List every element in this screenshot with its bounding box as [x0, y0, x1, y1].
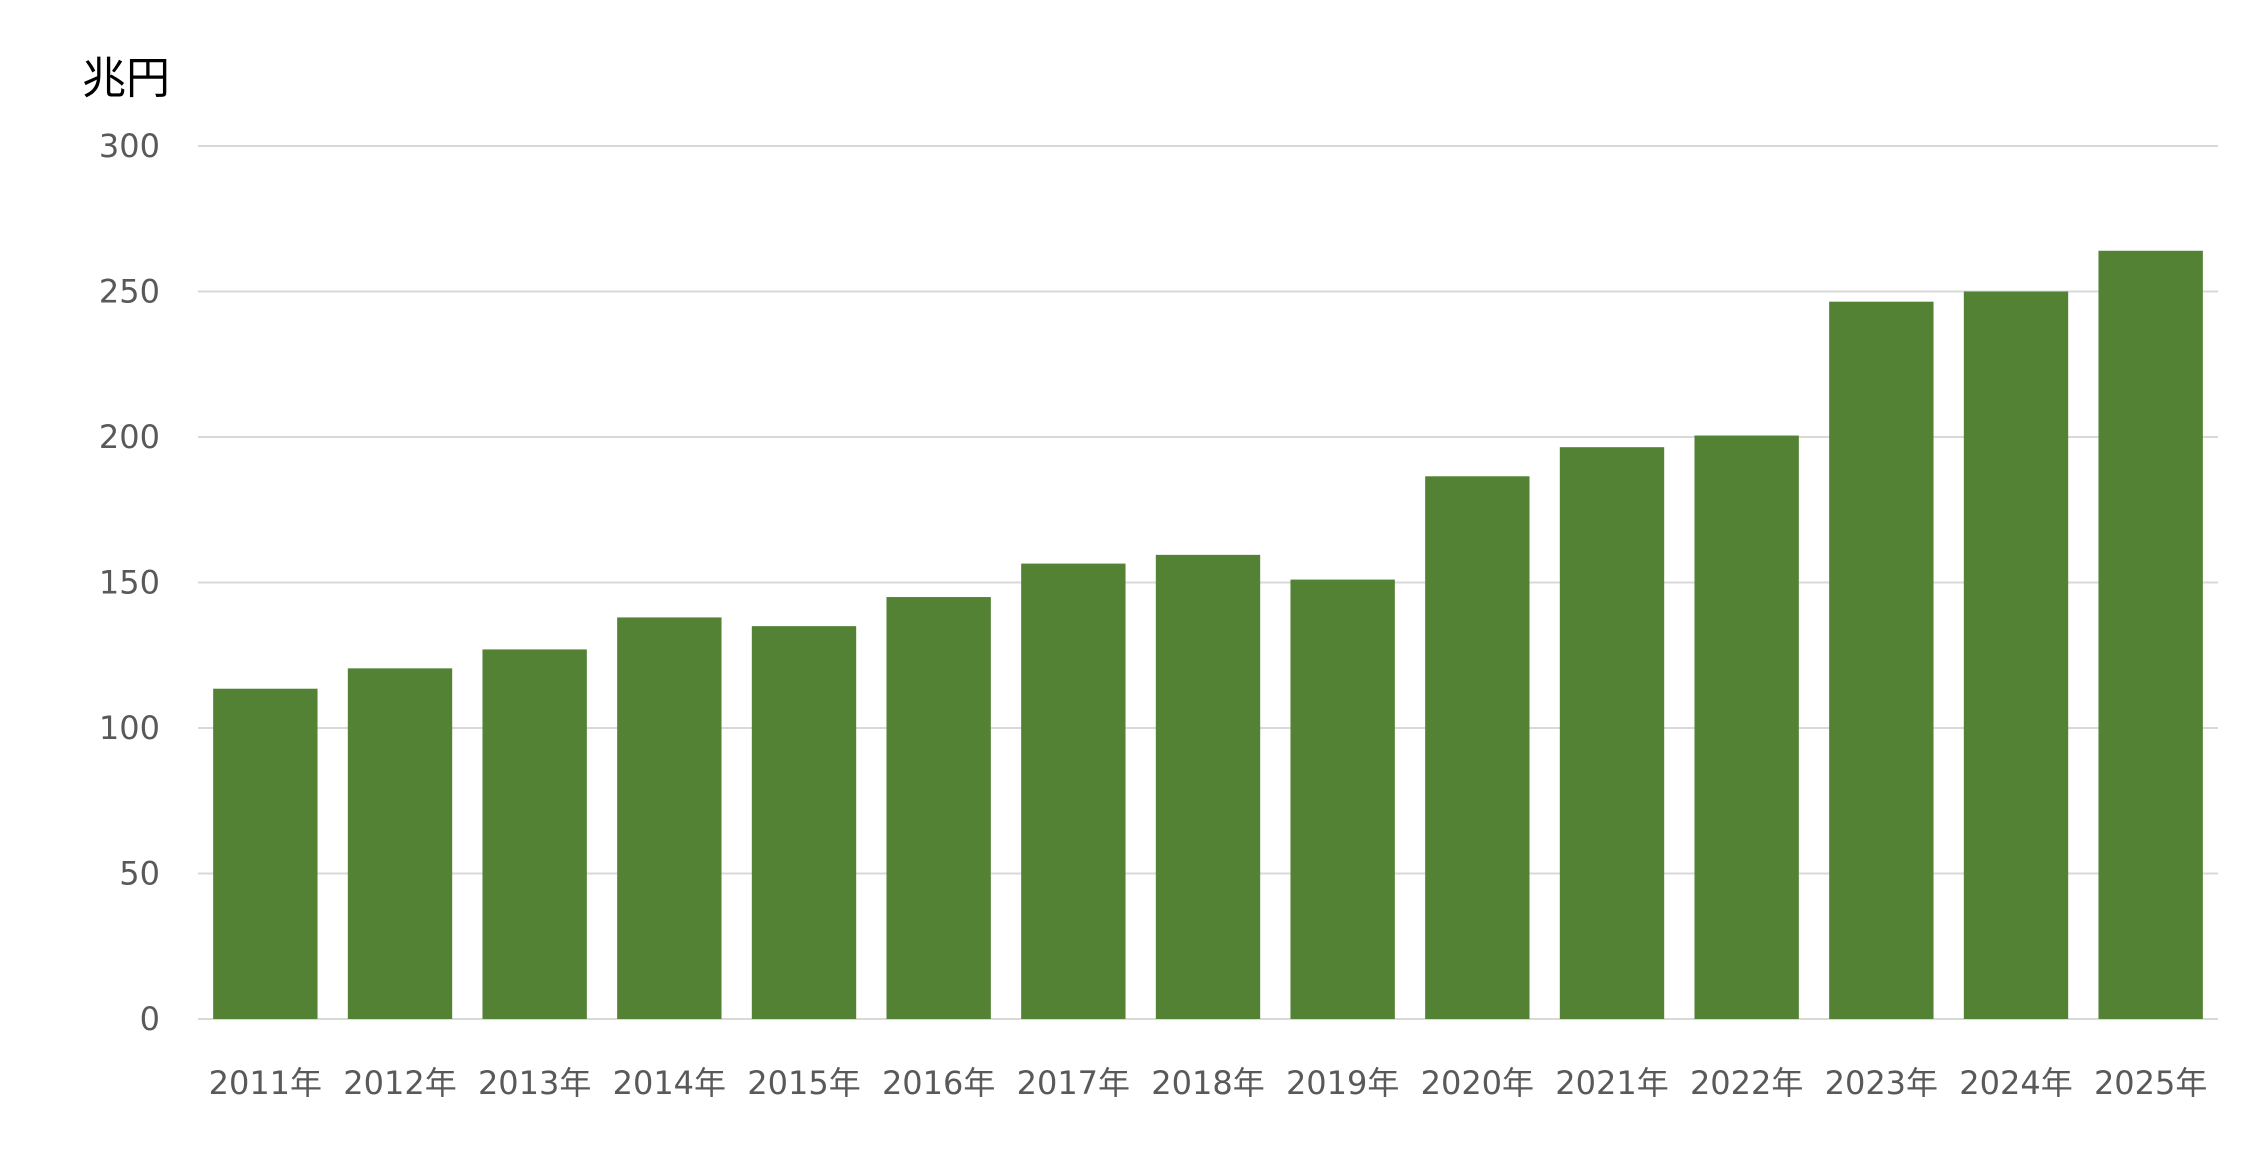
- y-tick-label: 150: [99, 564, 160, 602]
- x-tick-label: 2025年: [2094, 1064, 2207, 1102]
- bar-11: [1694, 435, 1799, 1019]
- x-tick-label: 2015年: [747, 1064, 860, 1102]
- x-tick-label: 2013年: [478, 1064, 591, 1102]
- bar-12: [1829, 301, 1934, 1019]
- bar-6: [1021, 563, 1126, 1019]
- x-tick-label: 2022年: [1690, 1064, 1803, 1102]
- y-tick-label: 300: [99, 127, 160, 165]
- bars: [213, 250, 2203, 1019]
- bar-1: [347, 668, 453, 1019]
- bar-2: [482, 649, 587, 1019]
- x-tick-label: 2012年: [343, 1064, 456, 1102]
- y-tick-label: 200: [99, 418, 160, 456]
- bar-4: [751, 626, 857, 1019]
- x-tick-label: 2016年: [882, 1064, 995, 1102]
- y-tick-label: 50: [119, 855, 160, 893]
- bar-13: [1963, 291, 2069, 1019]
- bar-5: [886, 597, 991, 1019]
- x-tick-label: 2011年: [209, 1064, 322, 1102]
- y-axis-tick-labels: 0 50 100 150 200 250 300: [99, 127, 160, 1038]
- y-axis-unit-label: 兆円: [82, 53, 170, 104]
- x-tick-label: 2019年: [1286, 1064, 1399, 1102]
- x-tick-label: 2021年: [1555, 1064, 1668, 1102]
- x-tick-label: 2014年: [613, 1064, 726, 1102]
- bar-14: [2098, 250, 2203, 1019]
- bar-9: [1425, 476, 1530, 1019]
- bar-7: [1155, 554, 1261, 1019]
- bar-8: [1290, 579, 1395, 1019]
- y-tick-label: 250: [99, 273, 160, 311]
- x-tick-label: 2017年: [1017, 1064, 1130, 1102]
- y-tick-label: 0: [140, 1000, 160, 1038]
- bar-10: [1559, 447, 1665, 1019]
- x-tick-label: 2024年: [1959, 1064, 2072, 1102]
- y-tick-label: 100: [99, 709, 160, 747]
- x-axis-tick-labels: 2011年 2012年 2013年 2014年 2015年 2016年 2017年 2018年…: [209, 1064, 2208, 1102]
- x-tick-label: 2018年: [1151, 1064, 1264, 1102]
- bar-0: [213, 688, 318, 1019]
- bar-3: [617, 617, 722, 1019]
- x-tick-label: 2023年: [1825, 1064, 1938, 1102]
- x-tick-label: 2020年: [1421, 1064, 1534, 1102]
